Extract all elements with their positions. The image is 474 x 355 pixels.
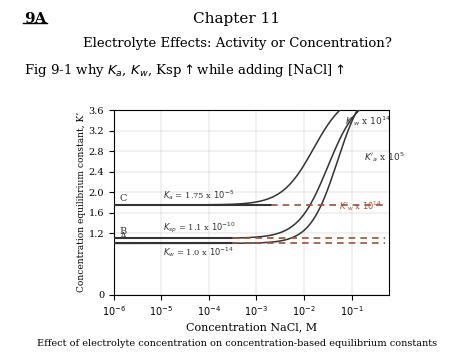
Text: A: A [119,232,126,241]
Text: 9A: 9A [24,12,46,26]
Text: $K'_a$ x $10^5$: $K'_a$ x $10^5$ [364,150,404,164]
Y-axis label: Concentration equilibrium constant, K’: Concentration equilibrium constant, K’ [77,112,86,293]
Text: Fig 9-1 why $K_a$, $K_w$, Ksp$\uparrow$while adding [NaCl]$\uparrow$: Fig 9-1 why $K_a$, $K_w$, Ksp$\uparrow$w… [24,62,345,79]
Text: B: B [119,227,127,236]
Text: $K_w$ = 1.0 x $10^{-14}$: $K_w$ = 1.0 x $10^{-14}$ [164,245,234,259]
Text: $K'_w$ x $10^{14}$: $K'_w$ x $10^{14}$ [345,114,391,128]
Text: C: C [119,194,127,203]
Text: $K_a$ = 1.75 x $10^{-5}$: $K_a$ = 1.75 x $10^{-5}$ [164,188,235,202]
Text: $K'_w$ x $10^{14}$: $K'_w$ x $10^{14}$ [339,200,383,213]
Text: $K_{sp}$ = 1.1 x $10^{-10}$: $K_{sp}$ = 1.1 x $10^{-10}$ [164,221,236,235]
Text: Electrolyte Effects: Activity or Concentration?: Electrolyte Effects: Activity or Concent… [82,37,392,50]
Text: Chapter 11: Chapter 11 [193,12,281,26]
X-axis label: Concentration NaCl, M: Concentration NaCl, M [186,322,317,332]
Text: Effect of electrolyte concentration on concentration-based equilibrium constants: Effect of electrolyte concentration on c… [37,339,437,348]
